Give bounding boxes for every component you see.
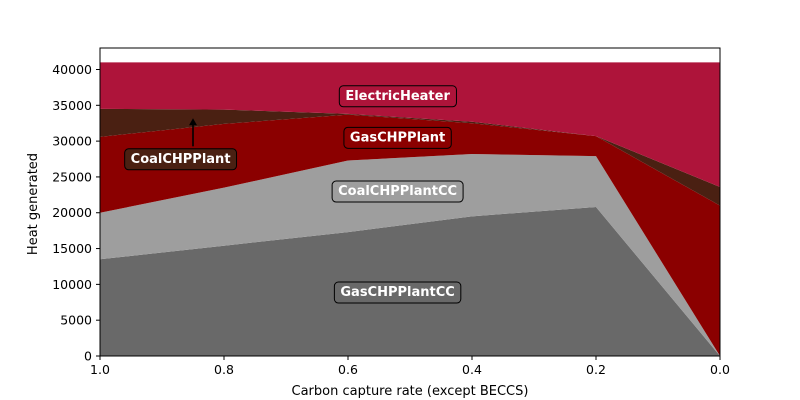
- y-axis-label: Heat generated: [26, 153, 41, 255]
- area-label-box: [331, 180, 464, 203]
- x-tick-label: 1.0: [90, 362, 110, 377]
- area-label-text: CoalCHPPlantCC: [338, 184, 457, 199]
- x-tick-label: 0.2: [586, 362, 606, 377]
- annotation-arrow-head: [189, 118, 197, 126]
- area-series-coalchpplant: [100, 108, 720, 206]
- area-label-text: GasCHPPlant: [350, 130, 445, 145]
- area-label-box: [124, 148, 238, 171]
- area-label-text: ElectricHeater: [345, 89, 450, 104]
- y-tick-label: 40000: [52, 62, 92, 77]
- y-tick-label: 15000: [52, 241, 92, 256]
- y-tick-label: 5000: [60, 313, 92, 328]
- area-label-electricheater: ElectricHeater: [338, 85, 457, 108]
- y-tick-label: 0: [84, 349, 92, 364]
- area-label-box: [338, 85, 457, 108]
- area-label-coalchpplant: CoalCHPPlant: [124, 118, 238, 171]
- y-tick-label: 35000: [52, 98, 92, 113]
- annotation-layer: ElectricHeater GasCHPPlant CoalCHPPlantCC G…: [124, 85, 464, 304]
- x-tick-label: 0.0: [710, 362, 730, 377]
- area-label-text: CoalCHPPlant: [131, 152, 231, 167]
- area-label-gaschpplant: GasCHPPlant: [343, 126, 452, 149]
- area-label-box: [333, 281, 462, 304]
- area-series-electricheater: [100, 62, 720, 187]
- x-tick-label: 0.4: [462, 362, 482, 377]
- x-tick-label: 0.8: [214, 362, 234, 377]
- area-layer: [100, 62, 720, 356]
- x-tick-label: 0.6: [338, 362, 358, 377]
- x-axis-label: Carbon capture rate (except BECCS): [292, 384, 529, 399]
- area-series-coalchpplantcc: [100, 154, 720, 356]
- area-label-text: GasCHPPlantCC: [340, 285, 454, 300]
- y-tick-label: 20000: [52, 205, 92, 220]
- axes-layer: 1.0 0.8 0.6 0.4 0.2 0.0 0 5000 10000 15000 20000 25…: [52, 47, 730, 377]
- area-label-coalchpplantcc: CoalCHPPlantCC: [331, 180, 464, 203]
- plot-frame: [99, 47, 721, 357]
- area-label-gaschpplantcc: GasCHPPlantCC: [333, 281, 462, 304]
- area-series-gaschpplantcc: [100, 207, 720, 356]
- area-label-box: [343, 126, 452, 149]
- y-tick-label: 10000: [52, 277, 92, 292]
- y-tick-label: 30000: [52, 134, 92, 149]
- area-series-gaschpplant: [100, 114, 720, 356]
- y-tick-label: 25000: [52, 169, 92, 184]
